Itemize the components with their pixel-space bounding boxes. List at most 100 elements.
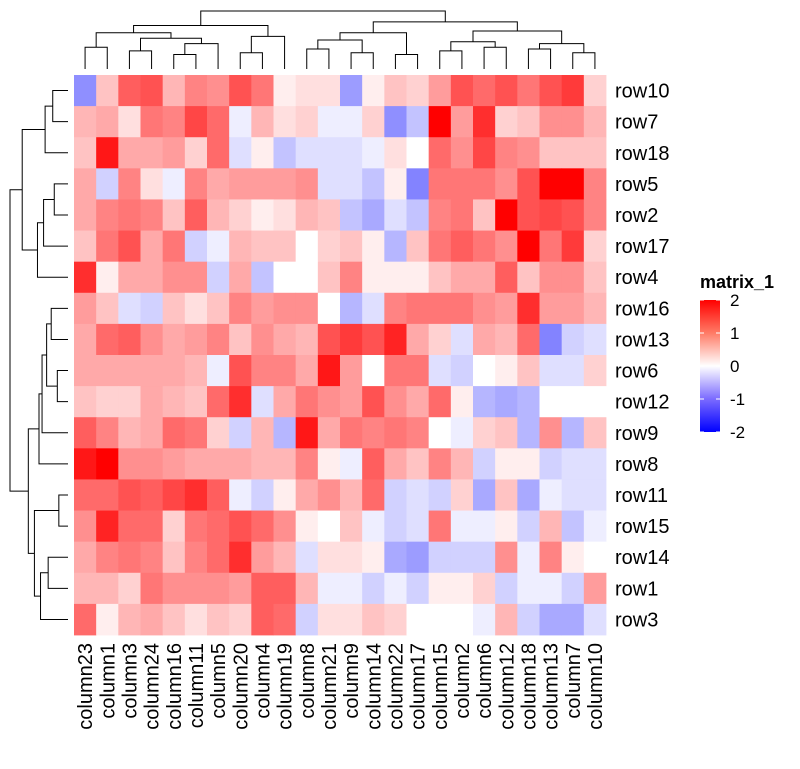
column-labels: column23 column1 column3 column24 column16 co… [75,643,607,730]
heatmap-cell [583,448,607,480]
heatmap-cell [162,448,186,480]
heatmap-cell [384,199,407,231]
heatmap-cell [517,230,540,263]
heatmap-cell [295,106,319,138]
heatmap-cell [273,572,297,605]
heatmap-cell [450,168,474,200]
heatmap-cell [74,199,97,231]
heatmap-cell [140,261,164,294]
heatmap-cell [561,199,585,231]
dendrogram-branch [21,128,46,251]
heatmap-cell [539,106,563,138]
heatmap-cell [428,541,452,574]
heatmap-cell [561,292,585,325]
heatmap-cell [406,199,430,231]
heatmap-cell [473,168,496,200]
heatmap-cell [184,230,208,263]
heatmap-cell [317,137,341,169]
dendrogram-branch [133,25,269,37]
column-label: column4 [252,643,274,719]
heatmap-cell [96,230,119,263]
heatmap-cell [539,292,563,325]
heatmap-cell [561,603,585,636]
heatmap-cell [273,261,297,294]
heatmap-cell [229,106,252,138]
row-label: row14 [615,547,669,569]
heatmap-cell [406,75,430,107]
heatmap-cell [317,572,341,605]
heatmap-cell [406,417,430,449]
heatmap-cell [162,510,186,543]
column-label: column6 [474,643,496,719]
heatmap-cell [340,168,363,200]
heatmap-cell [96,510,119,543]
heatmap-cell [495,448,518,480]
heatmap-cell [428,137,452,169]
heatmap-cell [473,323,496,356]
heatmap-cell [229,479,252,511]
heatmap-cell [184,137,208,169]
heatmap-cell [473,75,496,107]
heatmap-cell [362,417,385,449]
heatmap-cell [184,603,208,636]
heatmap-cell [317,479,341,511]
heatmap-cell [273,168,297,200]
heatmap-cell [450,572,474,605]
heatmap-cell [495,199,518,231]
heatmap-cell [384,510,407,543]
heatmap-cell [517,572,540,605]
heatmap-cell [162,75,186,107]
heatmap-cell [317,603,341,636]
heatmap-cell [450,479,474,511]
heatmap-cell [229,448,252,480]
heatmap-cell [495,355,518,387]
dendrogram-branch [46,323,58,387]
heatmap-cell [561,75,585,107]
heatmap-cell [561,386,585,418]
heatmap-cell [495,510,518,543]
heatmap-cell [207,386,230,418]
heatmap-cell [583,199,607,231]
heatmap-cell [74,292,97,325]
heatmap-cell [140,137,164,169]
heatmap-cell [406,386,430,418]
heatmap-cell [140,386,164,418]
heatmap-cell [184,355,208,387]
heatmap-cell [428,417,452,449]
color-legend: matrix_1 2 1 0 -1 -2 [700,272,774,442]
heatmap-cell [207,75,230,107]
dendrogram-branch [339,32,407,55]
heatmap-cell [340,479,363,511]
heatmap-cell [162,168,186,200]
heatmap-cell [450,292,474,325]
heatmap-cell [118,510,141,543]
heatmap-cell [251,199,274,231]
heatmap-cell [406,572,430,605]
heatmap-cell [473,417,496,449]
heatmap-cell [118,572,141,605]
heatmap-cell [295,417,319,449]
heatmap-cell [561,510,585,543]
heatmap-cell [495,168,518,200]
heatmap-cell [495,106,518,138]
heatmap-cell [251,75,274,107]
heatmap-cell [229,417,252,449]
heatmap-cell [428,479,452,511]
heatmap-cell [495,479,518,511]
heatmap-cell [450,75,474,107]
heatmap-cell [583,541,607,574]
heatmap-cell [340,323,363,356]
heatmap-cell [295,261,319,294]
heatmap-cell [450,541,474,574]
heatmap-cell [96,355,119,387]
heatmap-cell [229,386,252,418]
heatmap-cell [340,603,363,636]
heatmap-cell [118,75,141,107]
heatmap-cell [207,137,230,169]
heatmap-cell [362,292,385,325]
heatmap-cell [74,106,97,138]
dendrogram-branch [41,354,68,434]
heatmap-cell [229,137,252,169]
heatmap-cell [495,386,518,418]
heatmap-cell [517,106,540,138]
